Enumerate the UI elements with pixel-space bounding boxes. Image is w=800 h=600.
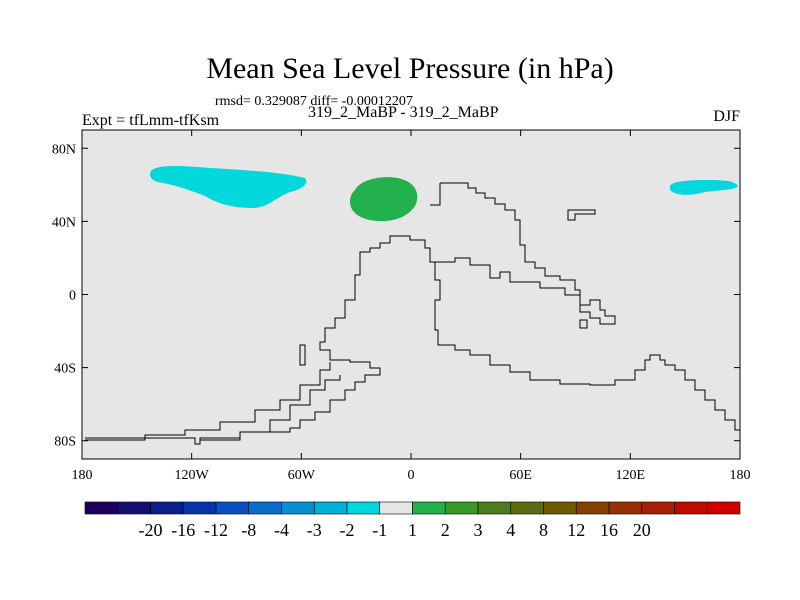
coastline-eurasia-africa xyxy=(85,182,616,445)
colorbar-label: -1 xyxy=(372,520,387,540)
colorbar-label: -2 xyxy=(340,520,355,540)
colorbar-label: 8 xyxy=(539,520,548,540)
colorbar-swatch xyxy=(346,501,381,515)
colorbar-swatch xyxy=(608,501,643,515)
colorbar-label: -12 xyxy=(204,520,228,540)
colorbar-label: 16 xyxy=(600,520,618,540)
colorbar-label: 2 xyxy=(441,520,450,540)
coastline-inner-strip xyxy=(200,375,341,441)
experiment-label: Expt = tfLmm-tfKsm xyxy=(82,112,220,129)
colorbar-swatch xyxy=(150,501,184,515)
colorbar-label: -20 xyxy=(139,520,163,540)
lon-tick-label: 0 xyxy=(408,468,415,483)
lat-tick-label: 40S xyxy=(54,362,76,377)
coastline-island-small xyxy=(579,319,588,329)
lon-tick-label: 180 xyxy=(72,468,93,483)
lon-tick-label: 120E xyxy=(616,468,646,483)
season-label: DJF xyxy=(713,108,740,125)
colorbar-swatch xyxy=(182,501,217,515)
lon-tick-label: 180 xyxy=(730,468,751,483)
colorbar-label: -3 xyxy=(307,520,322,540)
colorbar-swatch xyxy=(510,501,544,515)
lon-tick-label: 60E xyxy=(509,468,532,483)
colorbar-swatch xyxy=(444,501,479,515)
colorbar-swatch xyxy=(281,501,315,515)
colorbar-swatch xyxy=(248,501,282,515)
colorbar: -20 -16 -12 -8 -4 -3 -2 -1 1 2 3 4 8 12 16 20 xyxy=(84,501,741,540)
colorbar-swatch xyxy=(313,501,348,515)
anomaly-north-pacific xyxy=(150,166,307,208)
coastline-island-east xyxy=(567,209,596,221)
coastline-arctic xyxy=(430,183,441,206)
colorbar-label: 1 xyxy=(408,520,417,540)
colorbar-swatch xyxy=(674,501,708,515)
lon-tick-label: 60W xyxy=(288,468,316,483)
colorbar-label: -8 xyxy=(241,520,256,540)
colorbar-swatch xyxy=(641,501,675,515)
lat-tick-label: 0 xyxy=(69,289,76,304)
colorbar-label: 3 xyxy=(474,520,483,540)
anomaly-north-east-pacific xyxy=(670,180,738,195)
colorbar-label: -4 xyxy=(274,520,289,540)
anomaly-north-atlantic xyxy=(350,177,418,222)
colorbar-swatch xyxy=(84,501,119,515)
coastlines xyxy=(85,182,740,445)
colorbar-swatch xyxy=(706,501,741,515)
lat-tick-label: 80S xyxy=(54,435,76,450)
lat-tick-label: 40N xyxy=(52,215,76,230)
chart-title: Mean Sea Level Pressure (in hPa) xyxy=(206,52,614,85)
lon-tick-label: 120W xyxy=(175,468,210,483)
colorbar-label: 12 xyxy=(567,520,585,540)
colorbar-swatch xyxy=(543,501,577,515)
colorbar-swatch xyxy=(412,501,446,515)
lat-tick-label: 80N xyxy=(52,142,76,157)
coastline-southern-strip xyxy=(85,362,331,441)
coastline-peninsula xyxy=(299,344,306,366)
map-axes: 80N 40N 0 40S 80S 180 120W 60W 0 60E 120E 180 xyxy=(52,130,751,483)
colorbar-label: 20 xyxy=(633,520,651,540)
colorbar-swatch xyxy=(215,501,250,515)
coastline-south-africa xyxy=(430,261,740,431)
colorbar-label: 4 xyxy=(506,520,515,540)
colorbar-swatch xyxy=(379,501,413,515)
colorbar-label: -16 xyxy=(171,520,195,540)
period-label: 319_2_MaBP - 319_2_MaBP xyxy=(308,104,499,121)
colorbar-swatch xyxy=(477,501,512,515)
colorbar-swatch xyxy=(575,501,610,515)
stats-text: rmsd= 0.329087 diff= -0.00012207 xyxy=(215,94,413,109)
colorbar-swatch xyxy=(117,501,151,515)
